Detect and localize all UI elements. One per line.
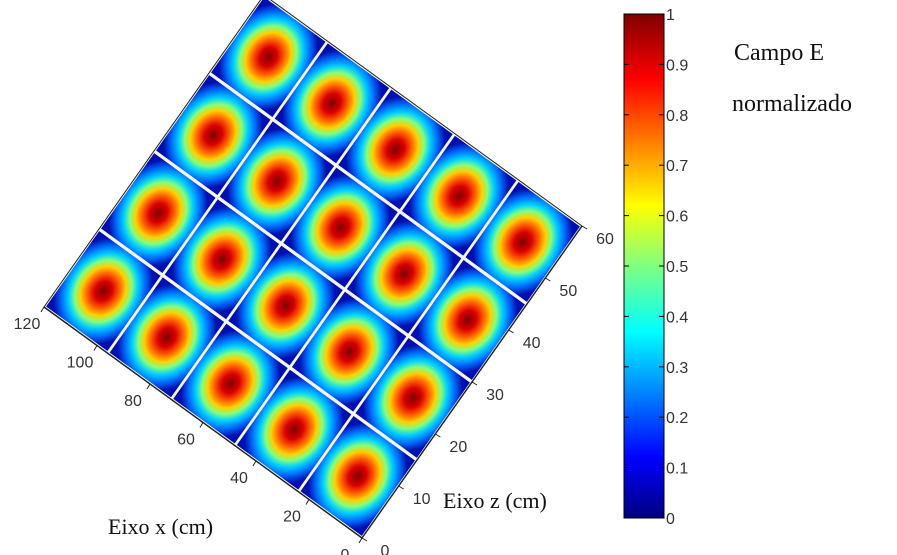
x-tick-label: 60 xyxy=(177,432,195,449)
colorbar-tick-label: 0.1 xyxy=(666,461,688,478)
colorbar-title-line1: Campo E xyxy=(734,40,824,66)
colorbar-tick-label: 0.8 xyxy=(666,108,688,125)
colorbar-tick-label: 0 xyxy=(666,511,675,528)
colorbar-tick-label: 0.4 xyxy=(666,309,688,326)
field-cell xyxy=(171,321,290,446)
x-tick-label: 40 xyxy=(230,470,248,487)
z-tick-mark xyxy=(471,381,478,386)
z-tick-label: 20 xyxy=(449,439,467,456)
z-tick-label: 0 xyxy=(381,543,390,555)
colorbar-tick-label: 0.7 xyxy=(666,158,688,175)
x-tick-label: 100 xyxy=(67,355,94,372)
x-tick-mark xyxy=(252,460,257,467)
colorbar-ticks: 0 0.1 0.2 0.3 0.4 0.5 0.6 0.7 0.8 0.9 1 xyxy=(624,7,688,528)
z-tick-mark xyxy=(545,277,551,282)
field-cell xyxy=(99,151,218,275)
x-tick-mark xyxy=(40,306,45,313)
plot-axes: 0 20 40 60 80 100 120 0 10 20 30 40 50 60 xyxy=(14,0,614,555)
z-tick-label: 30 xyxy=(486,387,504,404)
field-cell xyxy=(463,180,582,304)
field-cell xyxy=(281,165,400,290)
x-tick-label: 0 xyxy=(341,547,350,555)
field-cell xyxy=(107,275,226,400)
colorbar-tick-label: 0.2 xyxy=(666,410,688,427)
colorbar-title-line2: normalizado xyxy=(732,91,852,117)
field-cells xyxy=(44,0,582,538)
z-tick-mark xyxy=(581,225,588,230)
x-tick-label: 120 xyxy=(14,316,41,333)
field-cell xyxy=(209,0,328,119)
field-cell xyxy=(345,211,464,336)
x-tick-label: 80 xyxy=(124,393,142,410)
colorbar-tick-label: 0.9 xyxy=(666,57,688,74)
field-cell xyxy=(44,229,163,353)
field-cell xyxy=(400,133,519,258)
x-tick-mark xyxy=(93,345,98,351)
field-cell xyxy=(408,258,527,382)
colorbar: 0 0.1 0.2 0.3 0.4 0.5 0.6 0.7 0.8 0.9 1 xyxy=(623,7,688,528)
field-cell xyxy=(298,414,417,538)
z-tick-mark xyxy=(508,329,514,334)
x-tick-mark xyxy=(199,422,204,428)
colorbar-gradient xyxy=(623,13,665,519)
field-cell xyxy=(272,41,391,166)
z-tick-label: 60 xyxy=(596,231,614,248)
x-tick-mark xyxy=(358,537,363,544)
field-cell xyxy=(162,197,281,322)
field-cell xyxy=(217,119,336,244)
x-axis-label: Eixo x (cm) xyxy=(108,514,213,539)
z-tick-mark xyxy=(398,485,404,490)
z-tick-label: 40 xyxy=(523,335,541,352)
z-tick-label: 10 xyxy=(413,491,431,508)
field-surface-plot: 0 20 40 60 80 100 120 0 10 20 30 40 50 60 xyxy=(14,0,614,555)
z-tick-mark xyxy=(435,433,441,438)
z-axis-label: Eixo z (cm) xyxy=(443,488,547,513)
colorbar-tick-label: 0.6 xyxy=(666,209,688,226)
colorbar-tick-label: 0.5 xyxy=(666,259,688,276)
x-tick-mark xyxy=(146,383,151,390)
z-tick-mark xyxy=(361,537,368,542)
z-tick-label: 50 xyxy=(559,283,577,300)
colorbar-tick-label: 0.3 xyxy=(666,360,688,377)
field-cell xyxy=(154,73,273,197)
x-tick-label: 20 xyxy=(283,509,301,526)
field-cell xyxy=(336,87,455,212)
x-tick-mark xyxy=(305,499,310,505)
field-cell xyxy=(226,243,345,368)
field-cell xyxy=(290,289,409,414)
field-cell xyxy=(235,367,354,492)
colorbar-tick-label: 1 xyxy=(666,7,675,24)
field-cell xyxy=(353,336,472,460)
